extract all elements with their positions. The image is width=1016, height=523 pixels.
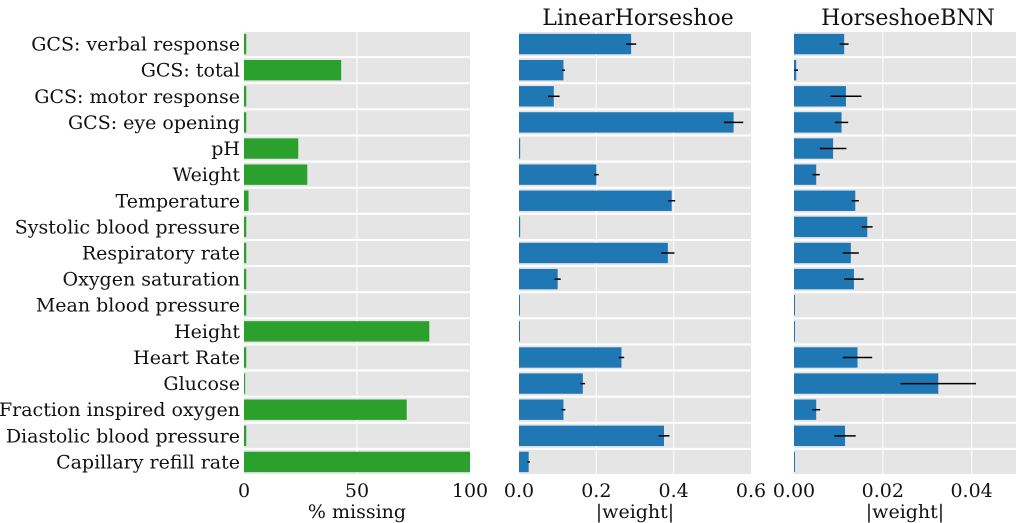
category-label: Oxygen saturation [63,269,240,291]
bar [794,399,817,420]
bar [519,164,597,185]
category-label: Fraction inspired oxygen [0,399,240,421]
bar [794,112,842,133]
bar [244,216,247,238]
category-label: Glucose [163,373,240,395]
category-label: Height [174,321,240,343]
category-label: GCS: total [141,60,240,82]
bar [519,268,558,290]
bar [244,190,249,211]
category-label: GCS: verbal response [31,34,240,56]
x-tick-label: 0.0 [504,480,534,502]
bar [244,425,247,447]
bar [244,164,308,185]
bar [519,86,554,107]
row-background [794,162,1016,187]
bar [794,347,858,368]
category-label: Capillary refill rate [56,451,240,473]
x-tick-label: 0.02 [862,480,904,502]
row-background [519,214,751,239]
x-axis-label: |weight| [866,501,944,523]
bar [794,190,856,211]
row-background [794,293,1016,318]
bar [794,373,939,394]
x-tick-label: 0.6 [736,480,766,502]
bar [244,373,246,394]
bar [794,242,851,264]
row-background [519,449,751,474]
bar [794,216,868,238]
category-label: Heart Rate [133,347,240,369]
bar [794,321,795,342]
bar [794,86,846,107]
category-label: pH [211,138,240,160]
bar [519,190,672,211]
bar [244,59,342,81]
x-tick-label: 0.04 [950,480,992,502]
x-tick-label: 50 [345,480,369,502]
x-axis-label: |weight| [596,501,674,523]
bar [519,216,521,238]
chart-title: HorseshoeBNN [821,6,995,31]
bar [244,268,247,290]
bar [244,347,247,368]
category-label: Mean blood pressure [36,295,240,317]
bar [519,321,520,342]
bar [244,242,247,264]
bar [244,451,470,473]
category-label: Respiratory rate [82,243,240,265]
row-background [794,58,1016,83]
category-label: GCS: eye opening [68,112,240,134]
x-axis-label: % missing [308,501,406,523]
bar [519,242,668,264]
bar [519,295,520,316]
bar [519,425,664,447]
row-background [794,397,1016,422]
bar [244,33,247,55]
category-label: Diastolic blood pressure [6,425,240,447]
bar [519,138,521,159]
category-label: Weight [173,164,241,186]
bar [794,268,854,290]
bar [794,451,795,473]
x-tick-label: 0.00 [773,480,815,502]
bar [519,33,632,55]
bar [794,295,795,316]
x-tick-label: 0.2 [581,480,611,502]
bar [794,138,834,159]
bar [244,295,247,316]
row-background [794,449,1016,474]
bar [794,33,845,55]
bar [244,86,247,107]
row-background [519,136,751,161]
category-label: Temperature [116,190,240,212]
bar [794,425,846,447]
bar [244,321,430,342]
bar [519,112,734,133]
bar [519,59,564,81]
bar [519,347,622,368]
bar [519,451,529,473]
bar [519,399,564,420]
category-label: Systolic blood pressure [15,216,240,238]
x-tick-label: 100 [452,480,488,502]
category-label: GCS: motor response [34,86,240,108]
bar [244,112,247,133]
row-background [519,319,751,344]
x-tick-label: 0 [238,480,250,502]
row-background [519,293,751,318]
bar [519,373,583,394]
bar [244,138,299,159]
chart-title: LinearHorseshoe [542,6,733,31]
bar [244,399,407,420]
x-tick-label: 0.4 [659,480,689,502]
bar [794,164,817,185]
row-background [794,319,1016,344]
